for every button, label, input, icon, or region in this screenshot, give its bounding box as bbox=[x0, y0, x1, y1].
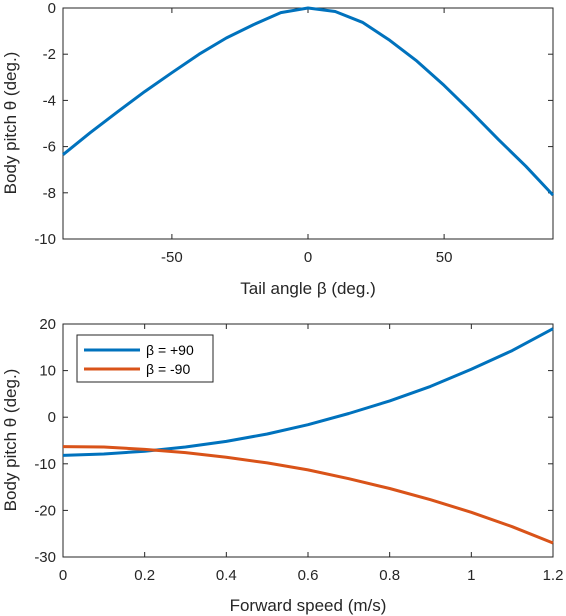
x-ticks-bottom: 0 0.2 0.4 0.6 0.8 1 1.2 bbox=[59, 324, 564, 584]
y-tick-label: -4 bbox=[43, 92, 56, 109]
y-tick-label: -6 bbox=[43, 139, 56, 156]
x-tick-label: 0 bbox=[59, 567, 67, 584]
y-axis-label-bottom: Body pitch θ (deg.) bbox=[1, 369, 20, 512]
x-tick-label: 50 bbox=[436, 249, 453, 266]
x-tick-label: 0.6 bbox=[298, 567, 319, 584]
y-ticks-top: 0 -2 -4 -6 -8 -10 bbox=[34, 0, 553, 248]
series-line-bottom-1 bbox=[62, 445, 554, 545]
chart-top: 0-2-4-6-8-10 -50 0 50 Tail angle β (deg.) … bbox=[1, 0, 555, 298]
x-tick-label: 0.8 bbox=[379, 567, 400, 584]
y-tick-label: 0 bbox=[48, 0, 56, 17]
series-line-top-0 bbox=[62, 6, 555, 197]
x-tick-label: 0.2 bbox=[134, 567, 155, 584]
y-tick-label: 20 bbox=[39, 316, 56, 333]
series-group-top bbox=[62, 6, 555, 197]
x-tick-label: 1.2 bbox=[543, 567, 564, 584]
series-line-bottom-0 bbox=[62, 327, 554, 457]
y-tick-label: -20 bbox=[34, 502, 56, 519]
x-ticks-top: -50 0 50 bbox=[161, 8, 452, 266]
legend-box bbox=[76, 334, 214, 383]
y-tick-label: -10 bbox=[34, 456, 56, 473]
y-axis-label-top: Body pitch θ (deg.) bbox=[1, 52, 20, 195]
x-tick-label: 0 bbox=[304, 249, 312, 266]
y-tick-label: -30 bbox=[34, 549, 56, 566]
x-axis-label-bottom: Forward speed (m/s) bbox=[230, 596, 387, 615]
plot-area-top bbox=[62, 7, 554, 240]
chart-bottom: 20 10 0 -10 -20 -30 0 0.2 0.4 0.6 0.8 1 1.2 Forward… bbox=[1, 316, 563, 615]
x-axis-label-top: Tail angle β (deg.) bbox=[240, 279, 375, 298]
y-tick-label: 10 bbox=[39, 363, 56, 380]
y-tick-label: -2 bbox=[43, 46, 56, 63]
x-tick-label: 1 bbox=[467, 567, 475, 584]
y-tick-label: -8 bbox=[43, 185, 56, 202]
x-tick-label: 0.4 bbox=[216, 567, 237, 584]
legend-label-beta-plus-90: β = +90 bbox=[146, 342, 194, 358]
y-ticks-bottom: 20 10 0 -10 -20 -30 bbox=[34, 316, 553, 566]
legend: β = +90 β = -90 bbox=[76, 334, 214, 383]
series-group-bottom bbox=[62, 327, 554, 545]
y-tick-label: 0 bbox=[48, 409, 56, 426]
y-tick-label: -10 bbox=[34, 231, 56, 248]
legend-label-beta-minus-90: β = -90 bbox=[146, 361, 190, 377]
x-tick-label: -50 bbox=[161, 249, 183, 266]
